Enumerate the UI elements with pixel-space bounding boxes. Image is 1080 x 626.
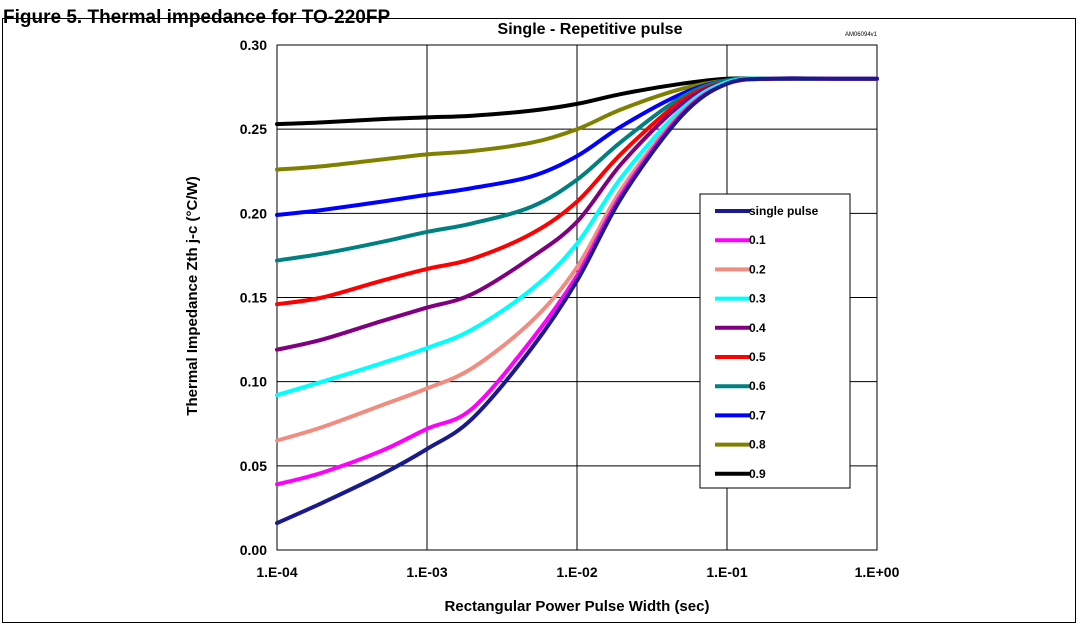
y-tick-label: 0.05 bbox=[240, 458, 267, 474]
y-tick-label: 0.00 bbox=[240, 542, 267, 558]
legend-label: 0.7 bbox=[749, 408, 766, 422]
legend-label: 0.8 bbox=[749, 438, 766, 452]
y-tick-label: 0.20 bbox=[240, 205, 267, 221]
tick-labels: 0.00 0.05 0.10 0.15 0.20 0.25 0.30 1.E-04 1.E-03… bbox=[240, 37, 900, 580]
y-tick-label: 0.15 bbox=[240, 290, 267, 306]
series-lines bbox=[275, 76, 879, 526]
series-line bbox=[275, 76, 879, 526]
x-axis-label: Rectangular Power Pulse Width (sec) bbox=[445, 598, 710, 615]
figure-caption: Figure 5. Thermal impedance for TO-220FP bbox=[3, 7, 391, 28]
figure-frame: Figure 5. Thermal impedance for TO-220FP bbox=[2, 7, 1076, 623]
x-tick-label: 1.E-03 bbox=[406, 564, 447, 580]
plot-area bbox=[276, 44, 878, 551]
legend-label: single pulse bbox=[749, 204, 819, 218]
y-tick-label: 0.10 bbox=[240, 374, 267, 390]
x-tick-label: 1.E-02 bbox=[556, 564, 597, 580]
legend-label: 0.2 bbox=[749, 262, 766, 276]
y-tick-label: 0.30 bbox=[240, 37, 267, 53]
legend-label: 0.6 bbox=[749, 379, 766, 393]
x-tick-label: 1.E-04 bbox=[256, 564, 297, 580]
y-axis-label: Thermal Impedance Zth j-c (°C/W) bbox=[184, 176, 201, 415]
legend-label: 0.1 bbox=[749, 233, 766, 247]
legend-label: 0.3 bbox=[749, 292, 766, 306]
x-tick-label: 1.E-01 bbox=[706, 564, 747, 580]
legend-box bbox=[699, 193, 851, 489]
chart-title: Single - Repetitive pulse bbox=[498, 21, 683, 38]
legend-items: single pulse 0.1 0.2 0.3 0.4 0.5 0.6 0.7 0.8 0.9 bbox=[715, 204, 819, 481]
x-tick-label: 1.E+00 bbox=[855, 564, 900, 580]
legend-label: 0.9 bbox=[749, 467, 766, 481]
y-tick-label: 0.25 bbox=[240, 121, 267, 137]
legend-label: 0.5 bbox=[749, 350, 766, 364]
legend: single pulse 0.1 0.2 0.3 0.4 0.5 0.6 0.7 0.8 0.9 bbox=[699, 193, 851, 489]
doc-code: AM06094v1 bbox=[845, 32, 878, 38]
legend-label: 0.4 bbox=[749, 321, 766, 335]
